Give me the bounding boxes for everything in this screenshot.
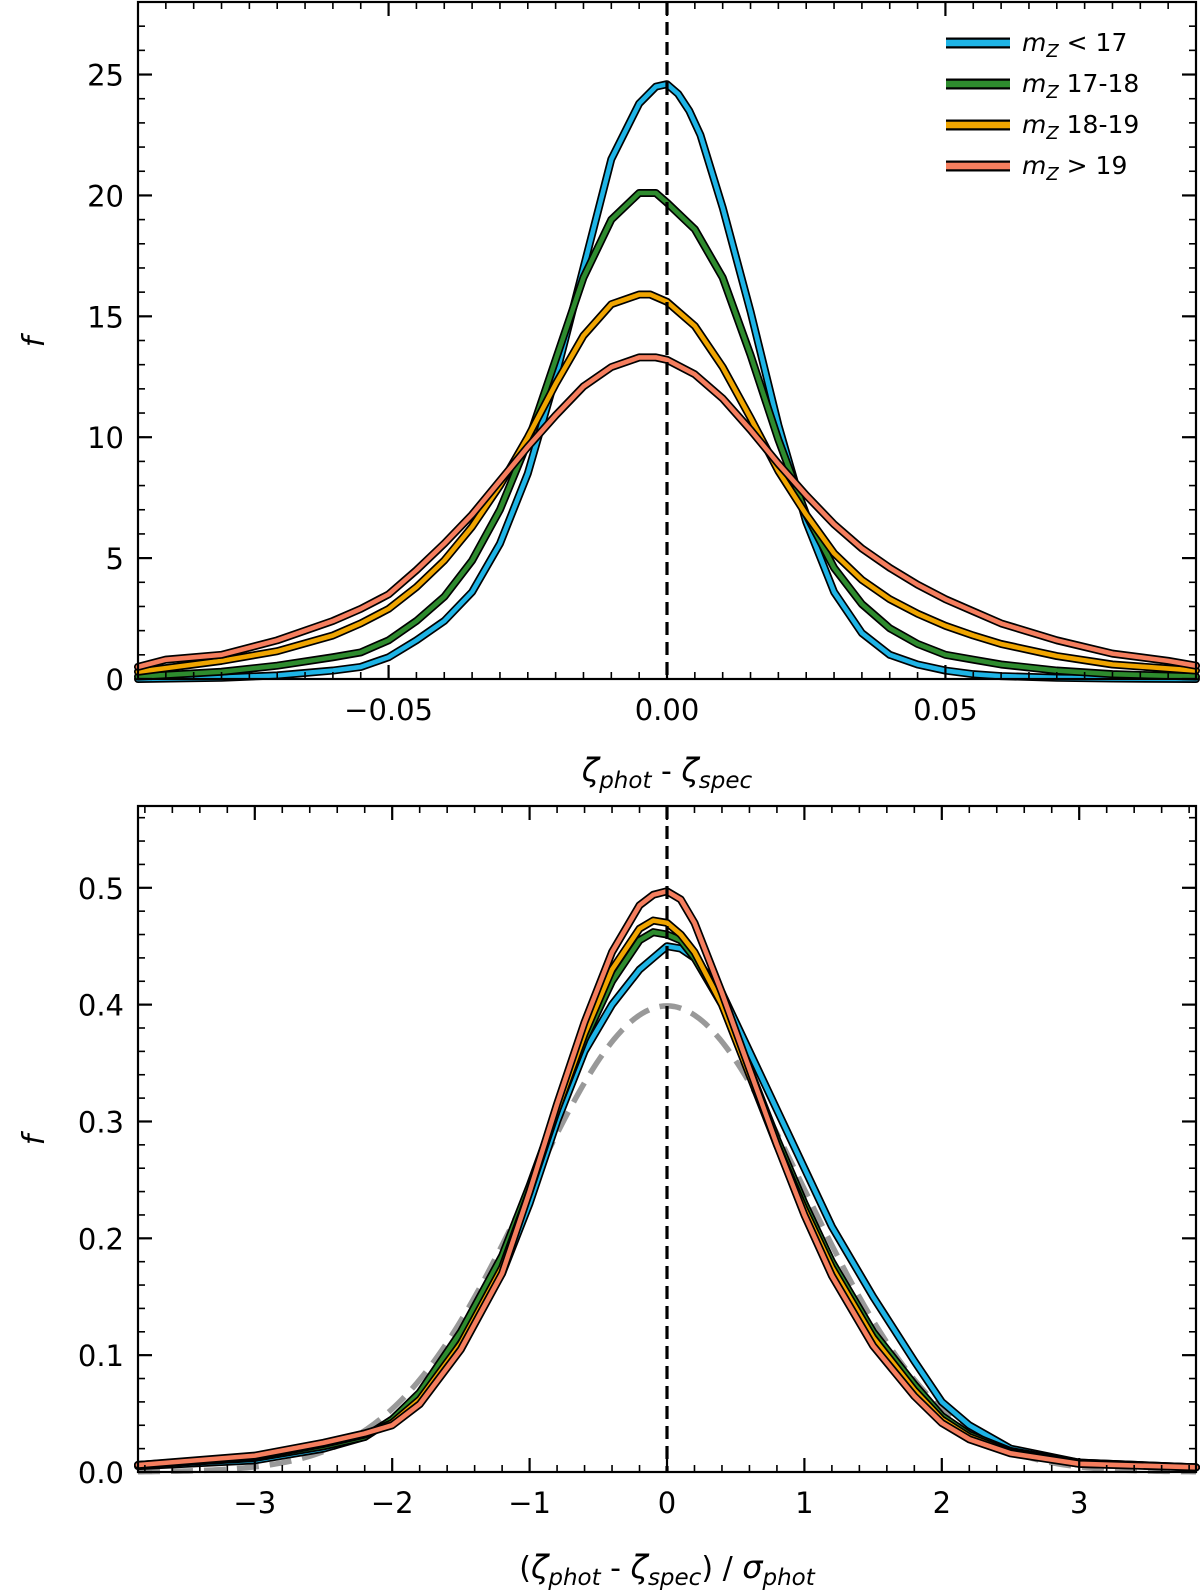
bottom-y-tick-label: 0.3 [78,1105,124,1139]
bottom-ticks-group: −3 −2 −1 0 1 2 3 0.0 0.1 0.2 0.3 0.4 0.5 [78,806,1196,1520]
legend-entry-mz-lt-17: mZ < 17 [946,28,1127,62]
bottom-y-tick-label: 0.0 [78,1456,124,1490]
bottom-y-tick-label: 0.4 [78,989,124,1023]
top-series-group [134,80,1200,683]
legend-entry-mz-gt-19: mZ > 19 [946,151,1127,185]
top-y-tick-label: 5 [106,542,124,576]
top-ticks-group: −0.05 0.00 0.05 0 5 10 15 20 25 [87,1,1197,727]
top-series-mz-18-19-line [135,292,1199,675]
bottom-y-tick-label: 0.1 [78,1339,124,1373]
top-x-tick-label: −0.05 [344,693,433,727]
bottom-y-axis-label: f [17,1130,52,1145]
legend-entry-mz-18-19: mZ 18-19 [946,110,1139,144]
top-series-mz-17-line [135,81,1199,682]
bottom-x-tick-label: −1 [508,1486,551,1520]
bottom-x-tick-label: 0 [658,1486,676,1520]
bottom-x-tick-label: −3 [233,1486,276,1520]
top-y-tick-label: 20 [87,179,124,213]
top-y-tick-label: 15 [87,300,124,334]
bottom-panel: −3 −2 −1 0 1 2 3 0.0 0.1 0.2 0.3 0.4 0.5 f (ζphot - … [17,804,1200,1591]
bottom-x-tick-label: −2 [371,1486,414,1520]
top-x-axis-label: ζphot - ζspec [581,751,753,794]
bottom-y-tick-label: 0.2 [78,1222,124,1256]
top-y-tick-label: 10 [87,421,124,455]
top-y-tick-label: 0 [106,663,124,697]
top-series-mz-17-18-line [135,190,1199,679]
legend-label-mz-17-18: mZ 17-18 [1022,69,1139,103]
legend-label-mz-18-19: mZ 18-19 [1022,110,1139,144]
top-y-tick-label: 25 [87,59,124,93]
top-x-tick-label: 0.05 [913,693,978,727]
top-series-mz-19-line [135,355,1199,670]
top-x-tick-label: 0.00 [635,693,700,727]
legend: mZ < 17 mZ 17-18 mZ 18-19 mZ > 19 [946,28,1139,185]
bottom-x-tick-label: 3 [1070,1486,1088,1520]
top-y-axis-label: f [17,332,52,347]
legend-label-mz-gt-19: mZ > 19 [1022,151,1127,185]
bottom-plot-frame [136,804,1198,1474]
bottom-x-tick-label: 2 [933,1486,951,1520]
legend-entry-mz-17-18: mZ 17-18 [946,69,1139,103]
bottom-x-axis-label: (ζphot - ζspec) / σphot [519,1548,816,1591]
top-plot-frame [136,0,1198,681]
bottom-x-tick-label: 1 [795,1486,813,1520]
legend-label-mz-lt-17: mZ < 17 [1022,28,1127,62]
bottom-y-tick-label: 0.5 [78,872,124,906]
